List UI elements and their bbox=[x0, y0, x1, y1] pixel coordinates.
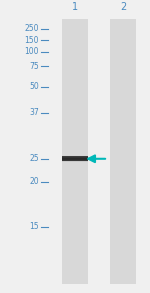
Text: 150: 150 bbox=[24, 36, 39, 45]
Bar bbox=[62, 156, 88, 157]
Text: 50: 50 bbox=[29, 82, 39, 91]
Bar bbox=[62, 159, 88, 160]
Bar bbox=[62, 157, 88, 158]
Text: 100: 100 bbox=[24, 47, 39, 57]
Bar bbox=[62, 158, 88, 159]
Bar bbox=[62, 158, 88, 159]
Bar bbox=[62, 19, 88, 284]
Text: 25: 25 bbox=[29, 154, 39, 163]
Text: 1: 1 bbox=[72, 1, 78, 12]
Bar bbox=[62, 160, 88, 161]
Text: 15: 15 bbox=[29, 222, 39, 231]
Text: 2: 2 bbox=[120, 1, 126, 12]
Bar bbox=[62, 156, 88, 161]
Bar bbox=[62, 159, 88, 160]
Bar bbox=[62, 161, 88, 162]
Text: 75: 75 bbox=[29, 62, 39, 71]
Bar bbox=[62, 157, 88, 158]
Bar bbox=[62, 161, 88, 162]
Text: 20: 20 bbox=[29, 177, 39, 186]
Bar bbox=[62, 156, 88, 157]
Text: 37: 37 bbox=[29, 108, 39, 117]
Bar bbox=[62, 160, 88, 161]
Text: 250: 250 bbox=[24, 24, 39, 33]
Bar bbox=[110, 19, 136, 284]
